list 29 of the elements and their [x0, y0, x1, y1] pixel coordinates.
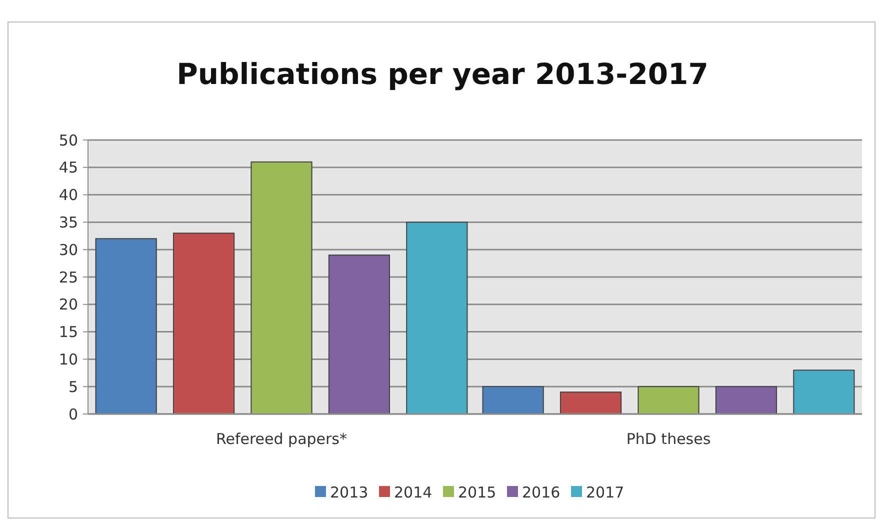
bar	[95, 238, 157, 414]
y-tick-label: 35	[58, 213, 78, 232]
y-tick-label: 25	[58, 268, 78, 286]
y-tick-label: 0	[68, 405, 78, 424]
bar	[560, 392, 622, 414]
bar	[172, 232, 235, 414]
y-tick-label: 45	[58, 158, 78, 177]
x-tick-label: Refereed papers*	[216, 430, 348, 448]
bar	[638, 386, 700, 414]
chart-title: Publications per year 2013-2017	[176, 57, 708, 91]
legend-label: 2014	[394, 483, 432, 502]
bar	[715, 386, 778, 414]
y-tick-label: 15	[58, 323, 78, 342]
y-tick-label: 30	[58, 240, 78, 259]
bar	[482, 386, 544, 414]
y-tick-label: 5	[68, 378, 78, 396]
legend-label: 2017	[586, 483, 624, 502]
legend-label: 2015	[458, 483, 496, 502]
bar	[250, 161, 312, 414]
x-tick-label: PhD theses	[626, 430, 711, 448]
bar	[328, 254, 390, 414]
legend-label: 2013	[330, 483, 368, 502]
y-tick-label: 10	[58, 350, 78, 368]
bar	[406, 222, 468, 414]
y-tick-label: 20	[58, 296, 78, 314]
bar	[793, 370, 855, 414]
legend-label: 2016	[522, 483, 560, 502]
y-tick-label: 40	[58, 186, 78, 204]
y-tick-label: 50	[58, 131, 78, 150]
